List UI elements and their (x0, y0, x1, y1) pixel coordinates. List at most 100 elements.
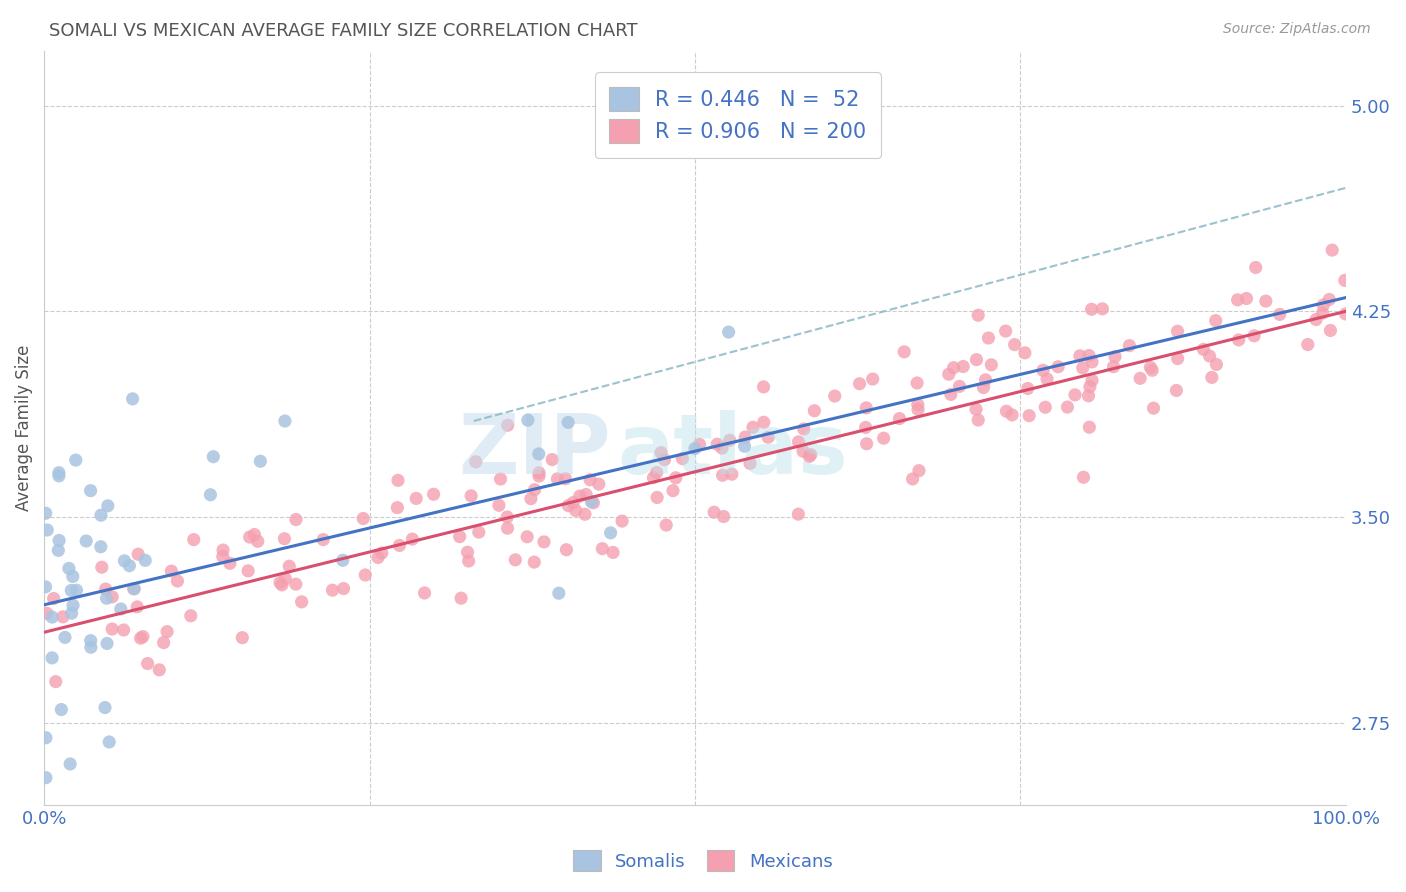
Point (523, 483, 546, 497)
Point (1071, 360, 1094, 375)
Point (967, 308, 990, 322)
Point (274, 414, 297, 428)
Point (980, 358, 1002, 372)
Point (1032, 363, 1054, 377)
Point (457, 545, 479, 559)
Point (557, 416, 579, 430)
Point (848, 376, 870, 391)
Point (1305, 312, 1327, 326)
Point (101, 622, 124, 636)
Point (460, 489, 482, 503)
Point (582, 496, 605, 510)
Point (60, 583, 83, 598)
Point (110, 602, 132, 616)
Point (332, 582, 354, 596)
Point (129, 631, 152, 645)
Point (273, 532, 295, 546)
Point (527, 469, 550, 483)
Point (893, 344, 915, 359)
Point (278, 559, 301, 574)
Point (236, 564, 259, 578)
Point (35, 771, 58, 785)
Point (1320, 243, 1343, 257)
Point (354, 568, 377, 582)
Point (118, 558, 141, 573)
Point (1139, 360, 1161, 375)
Point (662, 483, 685, 498)
Point (1226, 293, 1249, 307)
Point (655, 518, 678, 533)
Point (803, 403, 825, 417)
Point (34, 580, 56, 594)
Point (48, 468, 70, 483)
Point (610, 514, 633, 528)
Point (546, 472, 568, 486)
Point (35, 607, 58, 621)
Point (1014, 346, 1036, 360)
Point (1166, 324, 1188, 338)
Point (995, 404, 1018, 418)
Point (45, 674, 67, 689)
Point (752, 380, 775, 394)
Point (112, 554, 135, 568)
Point (160, 564, 183, 578)
Point (564, 503, 586, 517)
Point (650, 445, 672, 459)
Point (1205, 358, 1227, 372)
Point (516, 413, 538, 427)
Point (555, 542, 578, 557)
Point (405, 491, 427, 506)
Point (738, 456, 761, 470)
Point (787, 434, 810, 449)
Point (734, 439, 756, 453)
Point (1080, 302, 1102, 317)
Point (332, 553, 354, 567)
Point (1081, 373, 1104, 387)
Point (200, 488, 222, 502)
Point (1064, 388, 1087, 402)
Text: ZIP: ZIP (458, 410, 610, 491)
Point (706, 437, 728, 451)
Legend: R = 0.446   N =  52, R = 0.906   N = 200: R = 0.446 N = 52, R = 0.906 N = 200 (595, 72, 882, 158)
Point (1047, 359, 1070, 374)
Point (457, 554, 479, 568)
Point (1091, 301, 1114, 316)
Point (65, 453, 87, 467)
Point (599, 525, 621, 540)
Point (489, 472, 512, 486)
Point (533, 535, 555, 549)
Point (855, 420, 877, 434)
Point (591, 541, 613, 556)
Point (710, 441, 733, 455)
Point (711, 468, 734, 483)
Point (249, 454, 271, 468)
Point (127, 599, 149, 614)
Point (1166, 384, 1188, 398)
Point (464, 455, 486, 469)
Point (527, 447, 550, 461)
Point (52, 610, 75, 624)
Point (554, 472, 576, 486)
Point (387, 474, 409, 488)
Point (211, 549, 233, 564)
Point (873, 431, 896, 445)
Point (449, 530, 471, 544)
Point (643, 470, 665, 484)
Point (516, 530, 538, 544)
Point (96, 591, 118, 606)
Point (79, 483, 101, 498)
Point (718, 434, 741, 448)
Point (58, 561, 80, 575)
Point (1317, 293, 1340, 307)
Point (271, 578, 294, 592)
Point (579, 473, 602, 487)
Point (1142, 401, 1164, 416)
Point (79, 633, 101, 648)
Point (907, 402, 929, 417)
Point (121, 392, 143, 406)
Point (136, 657, 159, 671)
Point (965, 402, 987, 417)
Point (42, 591, 65, 606)
Point (321, 583, 343, 598)
Point (793, 422, 815, 436)
